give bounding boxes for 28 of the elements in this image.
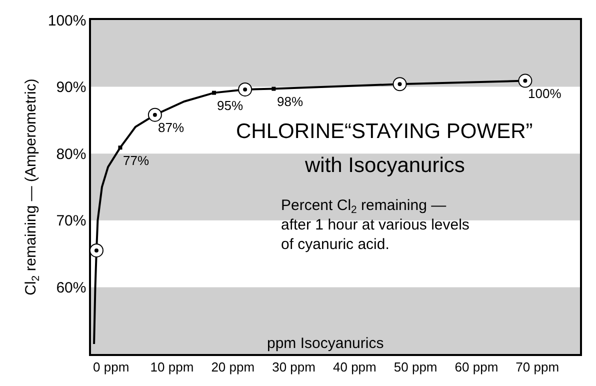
- annotation: 95%: [217, 98, 244, 113]
- y-tick-label: 70%: [56, 212, 86, 230]
- y-tick-label: 100%: [48, 12, 86, 30]
- y-tick-label: 60%: [56, 279, 86, 296]
- x-tick-label: 0 ppm: [93, 359, 130, 374]
- annotation: 87%: [158, 120, 184, 135]
- point: [272, 86, 276, 91]
- x-axis-title: ppm Isocyanurics: [267, 335, 384, 352]
- y-tick-label: 80%: [56, 146, 86, 163]
- point: [392, 77, 407, 92]
- point: [238, 82, 252, 96]
- x-tick-label: 70 ppm: [516, 359, 560, 374]
- x-tick-label: 30 ppm: [272, 359, 316, 374]
- point: [212, 90, 216, 95]
- x-tick-label: 40 ppm: [332, 359, 376, 374]
- y-tick-label: 90%: [56, 79, 86, 96]
- x-tick-label: 20 ppm: [211, 359, 255, 374]
- annotation: 100%: [528, 86, 562, 101]
- text: with Isocyanurics: [304, 154, 465, 177]
- point: [518, 74, 532, 88]
- x-tick-label: 10 ppm: [150, 359, 194, 374]
- text: CHLORINE“STAYING POWER”: [236, 120, 533, 143]
- annotation: Percent Cl$_{2}$ remaining — after 1 hour at various levels of cyanuric acid.: [281, 197, 470, 253]
- annotation: 98%: [277, 94, 304, 109]
- x-tick-label: 50 ppm: [394, 359, 438, 374]
- x-tick-label: 60 ppm: [454, 359, 498, 374]
- annotation: 77%: [123, 153, 150, 168]
- point: [118, 146, 122, 150]
